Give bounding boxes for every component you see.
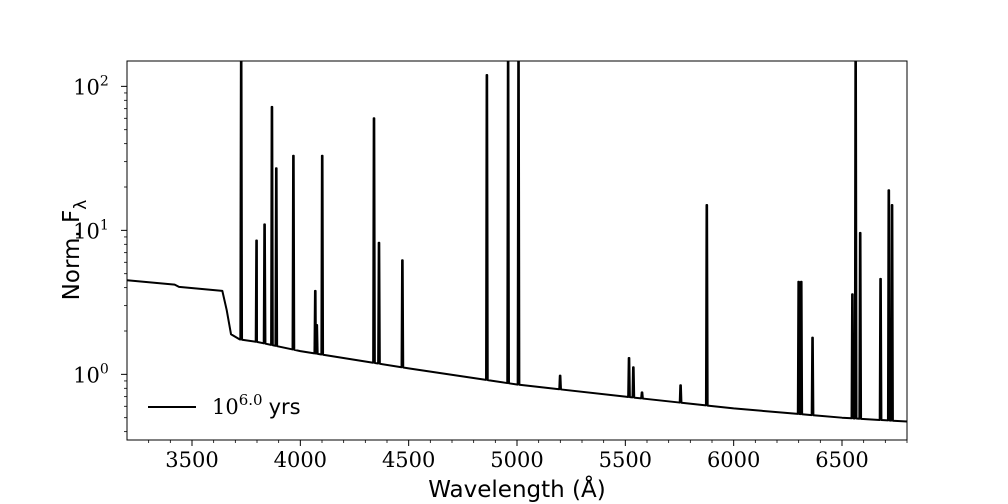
x-tick-label: 3500 [165,448,218,472]
x-tick-label: 4500 [382,448,435,472]
series-line [127,61,907,423]
y-axis-label-main: Norm. F [59,210,85,301]
plot-frame [126,60,908,441]
y-tick-label: 101 [73,217,109,243]
y-axis-label: Norm. Fλ [59,200,91,301]
legend-base: 10 [212,395,239,419]
x-tick-label: 4000 [274,448,327,472]
legend-series-name: yrs [269,395,301,419]
x-tick-label: 6000 [707,448,760,472]
y-axis-ticks: 100 101 102 [73,73,127,433]
x-tick-label: 5000 [490,448,543,472]
x-axis-ticks: 3500 4000 4500 5000 5500 6000 6500 [148,440,908,472]
legend-label: 106.0 yrs [212,391,301,419]
legend: 106.0 yrs [148,391,301,419]
legend-exponent: 6.0 [239,391,263,409]
x-tick-label: 6500 [815,448,868,472]
y-tick-label: 102 [73,73,109,99]
y-tick-label: 100 [73,361,109,387]
x-axis-label: Wavelength (Å) [428,475,605,503]
x-tick-label: 5500 [599,448,652,472]
y-axis-label-subscript: λ [71,200,91,210]
